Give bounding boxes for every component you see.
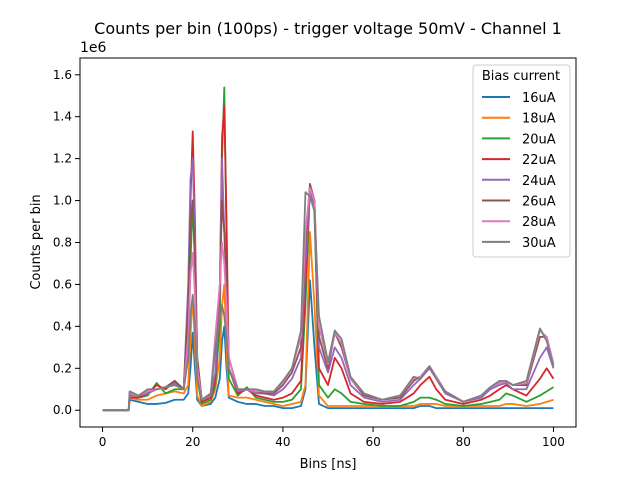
y-tick-label: 0.2 — [53, 361, 72, 375]
x-tick-label: 0 — [99, 435, 107, 449]
y-tick-label: 1.6 — [53, 68, 72, 82]
legend-label: 18uA — [522, 112, 556, 127]
legend: Bias current 16uA 18uA 20uA 22uA 24uA 26uA 28u… — [472, 64, 571, 258]
legend-label: 16uA — [522, 91, 556, 106]
series-line-30uA — [102, 191, 555, 412]
legend-label: 30uA — [522, 236, 556, 251]
legend-label: 26uA — [522, 195, 556, 210]
legend-label: 24uA — [522, 174, 556, 189]
x-tick-label: 20 — [185, 435, 200, 449]
y-axis-label: Counts per bin — [29, 194, 44, 289]
x-tick-label: 100 — [542, 435, 565, 449]
y-tick-label: 1.2 — [53, 152, 72, 166]
y-tick-label: 1.4 — [53, 110, 72, 124]
x-tick-label: 40 — [275, 435, 290, 449]
x-axis-label: Bins [ns] — [300, 457, 357, 472]
y-tick-label: 1.0 — [53, 194, 72, 208]
legend-label: 28uA — [522, 215, 556, 230]
legend-title: Bias current — [482, 69, 560, 84]
y-tick-label: 0.0 — [53, 403, 72, 417]
legend-items: 16uA 18uA 20uA 22uA 24uA 26uA 28uA 30uA — [482, 91, 556, 251]
x-axis: 0 20 40 60 80 100 — [99, 427, 565, 449]
x-tick-label: 60 — [365, 435, 380, 449]
chart-title: Counts per bin (100ps) - trigger voltage… — [94, 19, 562, 38]
x-tick-label: 80 — [456, 435, 471, 449]
y-tick-label: 0.4 — [53, 319, 72, 333]
legend-label: 20uA — [522, 132, 556, 147]
series-line-16uA — [102, 279, 554, 412]
y-tick-label: 0.8 — [53, 236, 72, 250]
y-axis: 0.0 0.2 0.4 0.6 0.8 1.0 1.2 1.4 1.6 — [53, 68, 80, 417]
y-scale-label: 1e6 — [80, 40, 107, 56]
legend-box — [472, 64, 571, 258]
y-tick-label: 0.6 — [53, 277, 72, 291]
legend-label: 22uA — [522, 153, 556, 168]
plot-lines — [102, 86, 555, 412]
